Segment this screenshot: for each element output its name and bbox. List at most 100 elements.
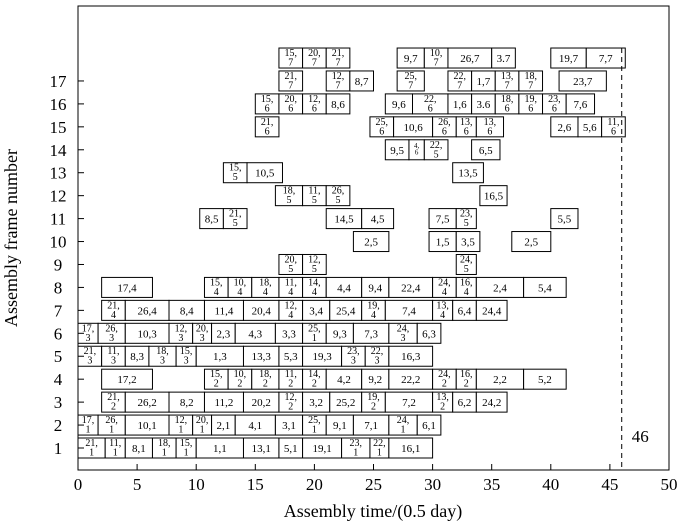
task-bar-label: 12, 2 <box>285 392 298 413</box>
task-bar-label: 24,2 <box>438 369 451 390</box>
task-bar-label: 5,6 <box>583 122 597 134</box>
task-bar: 7,1 <box>352 414 390 436</box>
task-bar: 4,1 <box>234 414 276 436</box>
task-bar: 3,2 <box>302 391 331 413</box>
task-bar: 3,5 <box>455 231 481 253</box>
task-bar-label: 9,7 <box>404 53 418 65</box>
task-bar: 13,3 <box>242 345 280 367</box>
task-bar-label: 1,6 <box>453 99 467 111</box>
task-bar-label: 15, 4 <box>210 277 223 298</box>
task-bar-label: 25, 1 <box>308 415 321 436</box>
task-bar-rect <box>479 185 508 207</box>
task-bar: 19, 2 <box>361 391 386 413</box>
task-bar-rect <box>471 139 501 161</box>
task-bar: 2,6 <box>550 116 579 138</box>
task-bar: 23, 1 <box>341 437 371 459</box>
task-bar: 11,4 <box>203 299 244 321</box>
task-bar: 6,2 <box>452 391 477 413</box>
task-bar: 2,2 <box>475 368 525 390</box>
task-bar-label: 9,2 <box>368 374 382 386</box>
x-tick-label: 10 <box>188 475 205 494</box>
task-bar-label: 20, 5 <box>285 254 298 275</box>
task-bar-rect <box>523 368 567 390</box>
task-bar-label: 4,3 <box>248 328 262 340</box>
task-bar-rect <box>302 253 327 275</box>
task-bar: 10, 2 <box>227 368 253 390</box>
task-bar-label: 16,3 <box>401 351 421 363</box>
task-bar-label: 19,7 <box>559 53 579 65</box>
task-bar-label: 7,5 <box>436 214 450 226</box>
task-bar: 25, 7 <box>396 70 425 92</box>
task-bar: 12, 6 <box>302 93 327 115</box>
task-bar-label: 11,2 <box>215 397 234 409</box>
task-bar: 10,3 <box>124 322 170 344</box>
task-bar-label: 11, 1 <box>109 438 121 459</box>
task-bar-rect <box>349 70 374 92</box>
makespan-label: 46 <box>632 427 649 446</box>
task-bar-rect <box>491 47 516 69</box>
task-bar-rect <box>388 437 434 459</box>
task-bar-label: 9,3 <box>333 328 347 340</box>
task-bar-label: 13,1 <box>252 443 271 455</box>
x-tick-label: 5 <box>133 475 142 494</box>
task-bar: 24,2 <box>432 368 457 390</box>
task-bar: 19, 6 <box>518 93 544 115</box>
task-bar-label: 11, 6 <box>607 117 619 138</box>
task-bar: 12, 2 <box>278 391 304 413</box>
task-bar-rect <box>352 231 390 253</box>
task-bar: 21, 6 <box>254 116 280 138</box>
task-bar-label: 1,5 <box>436 237 450 249</box>
task-bar: 25, 6 <box>369 116 395 138</box>
task-bar: 4, 6 <box>408 139 425 161</box>
task-bar: 11, 6 <box>601 116 626 138</box>
task-bar: 18, 2 <box>251 368 280 390</box>
task-bar-label: 10, 2 <box>234 369 247 390</box>
task-bar-label: 4,4 <box>337 282 351 294</box>
task-bar: 20,2 <box>242 391 280 413</box>
task-bar: 17, 3 <box>77 322 99 344</box>
task-bar: 12, 3 <box>168 322 194 344</box>
task-bar-label: 18, 1 <box>158 438 171 459</box>
task-bar-label: 7,6 <box>573 99 587 111</box>
task-bar-rect <box>361 208 395 230</box>
task-bar-rect <box>246 162 283 184</box>
task-bar-rect <box>416 414 442 436</box>
task-bar: 2,5 <box>352 231 390 253</box>
task-bar-label: 8,1 <box>132 443 146 455</box>
y-tick-label: 15 <box>50 118 67 137</box>
task-bars: 21, 1 11, 1 8,1 18, 1 15, 1 1,1 13,1 5,1 19,1 23, 1 22,… <box>77 47 626 459</box>
task-bar-label: 21, 6 <box>261 117 274 138</box>
task-bar-label: 4,2 <box>337 374 351 386</box>
task-bar: 11,2 <box>203 391 244 413</box>
task-bar: 5,6 <box>577 116 603 138</box>
task-bar-label: 7,4 <box>402 305 416 317</box>
task-bar: 16,3 <box>388 345 434 367</box>
task-bar: 3.7 <box>491 47 516 69</box>
task-bar: 19, 4 <box>361 299 386 321</box>
y-tick-label: 10 <box>50 233 67 252</box>
task-bar-label: 7,1 <box>364 420 378 432</box>
task-bar: 5,3 <box>278 345 304 367</box>
task-bar: 4,2 <box>325 368 363 390</box>
task-bar: 18, 5 <box>274 185 304 207</box>
task-bar-label: 5,5 <box>558 214 572 226</box>
task-bar-label: 7,2 <box>402 397 416 409</box>
task-bar: 1,1 <box>195 437 244 459</box>
task-bar-label: 2,5 <box>364 237 378 249</box>
task-bar: 22, 5 <box>423 139 449 161</box>
task-bar-label: 26, 1 <box>105 415 118 436</box>
task-bar: 3,3 <box>274 322 304 344</box>
task-bar-label: 21, 1 <box>85 438 98 459</box>
task-bar-label: 22,4 <box>401 282 421 294</box>
task-bar-label: 10,5 <box>255 168 275 180</box>
task-bar: 12, 4 <box>278 299 304 321</box>
x-tick-label: 15 <box>247 475 264 494</box>
task-bar: 3,4 <box>302 299 331 321</box>
task-bar: 2,4 <box>475 276 525 298</box>
task-bar-label: 14, 2 <box>308 369 321 390</box>
task-bar-label: 24, 3 <box>397 323 410 344</box>
task-bar-label: 8,3 <box>130 351 144 363</box>
task-bar-label: 17,2 <box>117 374 136 386</box>
task-bar: 23, 6 <box>542 93 567 115</box>
task-bar: 24,4 <box>475 299 508 321</box>
